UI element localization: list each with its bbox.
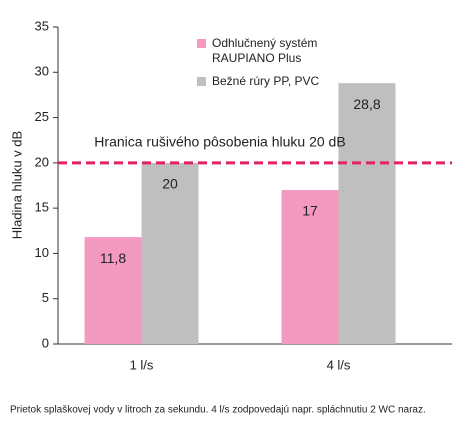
- value-label: 17: [302, 203, 318, 219]
- y-tick-label: 15: [35, 200, 49, 215]
- bar: [141, 162, 199, 344]
- y-tick-label: 5: [42, 290, 49, 305]
- legend-label: Bežné rúry PP, PVC: [212, 74, 320, 88]
- y-tick-label: 0: [42, 335, 49, 350]
- value-label: 11,8: [100, 250, 126, 266]
- legend-swatch: [197, 39, 206, 48]
- y-axis-label: Hladina hluku v dB: [9, 131, 24, 239]
- y-tick-label: 10: [35, 245, 49, 260]
- value-label: 28,8: [353, 96, 380, 112]
- y-tick-label: 20: [35, 154, 49, 169]
- x-tick-label: 4 l/s: [327, 357, 351, 372]
- y-tick-label: 25: [35, 109, 49, 124]
- value-label: 20: [162, 176, 178, 192]
- bar: [281, 190, 339, 344]
- caption: Prietok splaškovej vody v litroch za sek…: [10, 405, 426, 416]
- threshold-label: Hranica rušivého pôsobenia hluku 20 dB: [94, 134, 345, 150]
- legend-label: Odhlučnený systém RAUPIANO Plus: [212, 36, 318, 65]
- y-tick-label: 30: [35, 64, 49, 79]
- bar: [84, 237, 142, 344]
- y-tick-label: 35: [35, 18, 49, 33]
- bar: [338, 83, 396, 344]
- legend-swatch: [197, 77, 206, 86]
- x-tick-label: 1 l/s: [130, 357, 154, 372]
